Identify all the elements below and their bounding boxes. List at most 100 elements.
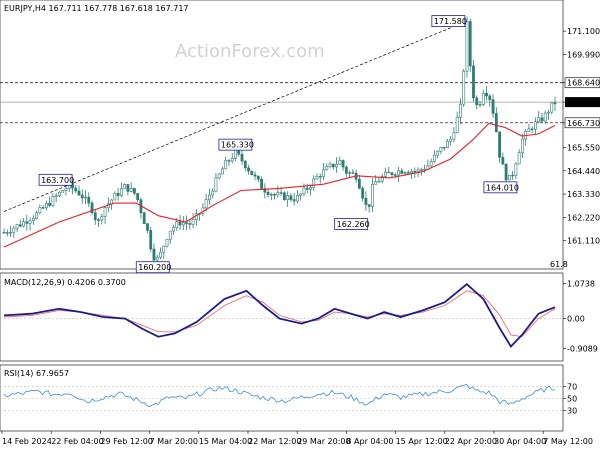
candle-body — [406, 172, 410, 174]
candle-body — [511, 174, 515, 177]
candle-body — [113, 192, 117, 201]
swing-label-box — [38, 173, 73, 186]
candle-body — [371, 184, 374, 207]
candle-body — [84, 196, 87, 199]
candle-body — [501, 156, 505, 165]
candle-body — [18, 224, 22, 227]
price-axis-label: 169.990 — [567, 50, 600, 59]
candle-body — [348, 172, 351, 174]
rsi-axis-label: 30 — [567, 406, 577, 415]
candle-body — [413, 170, 417, 173]
moving-average-line — [3, 122, 556, 248]
candle-body — [410, 170, 413, 174]
candle-body — [364, 197, 368, 205]
candle-body — [504, 164, 508, 181]
candle-body — [87, 196, 91, 204]
candle-body — [97, 219, 100, 221]
candle-body — [439, 146, 443, 152]
candle-body — [282, 192, 286, 201]
swing-label-box — [135, 261, 170, 274]
watermark: ActionForex.com — [175, 41, 325, 62]
candle-body — [387, 171, 391, 174]
candle-body — [211, 190, 215, 196]
candle-body — [263, 188, 267, 193]
price-axis-label: 161.110 — [567, 237, 600, 246]
candle-body — [416, 169, 420, 172]
candle-body — [374, 181, 378, 185]
rsi-axis-label: 70 — [567, 383, 577, 392]
price-panel-frame — [0, 0, 564, 270]
candle-body — [423, 168, 426, 171]
swing-label-box — [483, 181, 518, 194]
candle-body — [452, 132, 456, 140]
candle-body — [315, 175, 319, 180]
chart-labels: 161.110 162.220 163.330 164.440 165.550 166.7… — [2, 15, 600, 446]
candle-body — [260, 178, 263, 189]
candle-body — [540, 117, 544, 122]
candle-body — [253, 174, 257, 177]
candle-body — [357, 179, 361, 189]
fib-level-label: 61.8 — [550, 260, 568, 269]
macd-axis-label: 0.00 — [567, 315, 585, 324]
candle-body — [341, 160, 345, 168]
candle-body — [44, 202, 48, 209]
candle-body — [93, 212, 97, 221]
candle-body — [61, 190, 65, 193]
candle-body — [331, 163, 335, 168]
candle-body — [2, 232, 6, 234]
candle-body — [537, 117, 541, 123]
candle-body — [28, 220, 32, 224]
candle-body — [547, 111, 550, 114]
candle-body — [312, 178, 316, 188]
candle-body — [224, 160, 228, 170]
candle-body — [377, 180, 381, 183]
x-axis-label: 29 Feb 12:00 — [100, 437, 152, 446]
candle-body — [491, 99, 495, 114]
candle-body — [318, 175, 322, 178]
candle-body — [478, 104, 482, 106]
candle-body — [302, 187, 306, 195]
candle-body — [494, 113, 498, 133]
candle-body — [227, 160, 231, 162]
rsi-line — [3, 384, 556, 408]
price-panel-header: EURJPY,H4 167.711 167.778 167.618 167.71… — [4, 4, 189, 13]
candle-body — [449, 138, 453, 142]
candle-body — [534, 121, 537, 130]
candle-body — [442, 146, 446, 149]
candle-body — [436, 150, 440, 156]
candle-body — [384, 171, 387, 177]
candle-body — [322, 169, 325, 178]
candle-body — [15, 224, 19, 229]
candle-body — [550, 102, 554, 113]
candle-body — [181, 222, 185, 226]
candle-body — [361, 188, 365, 199]
candle-body — [269, 194, 273, 196]
candle-body — [146, 223, 149, 231]
candle-body — [367, 204, 371, 207]
swing-label-box — [218, 138, 253, 151]
candle-body — [553, 102, 557, 105]
x-axis-label: 15 Apr 12:00 — [396, 437, 448, 446]
candle-body — [35, 212, 39, 219]
candle-body — [514, 163, 518, 176]
candle-body — [446, 141, 449, 148]
candle-body — [204, 199, 208, 209]
candle-body — [351, 172, 355, 174]
rsi-panel-frame — [0, 364, 564, 432]
price-axis-label: 165.550 — [567, 144, 600, 153]
candle-body — [338, 160, 342, 165]
candle-body — [292, 199, 296, 202]
candle-body — [299, 193, 303, 196]
candle-body — [126, 184, 130, 192]
candle-body — [185, 222, 188, 224]
candle-body — [273, 194, 277, 196]
price-axis-label: 162.220 — [567, 213, 600, 222]
swing-label: 160.200 — [138, 263, 171, 272]
x-axis-label: 22 Apr 20:00 — [445, 437, 497, 446]
candle-body — [530, 128, 534, 131]
x-axis-label: 29 Mar 20:00 — [297, 437, 350, 446]
candle-body — [517, 152, 521, 165]
candle-body — [305, 187, 309, 190]
candle-body — [234, 149, 237, 159]
x-axis-label: 14 Feb 2024 — [2, 437, 52, 446]
